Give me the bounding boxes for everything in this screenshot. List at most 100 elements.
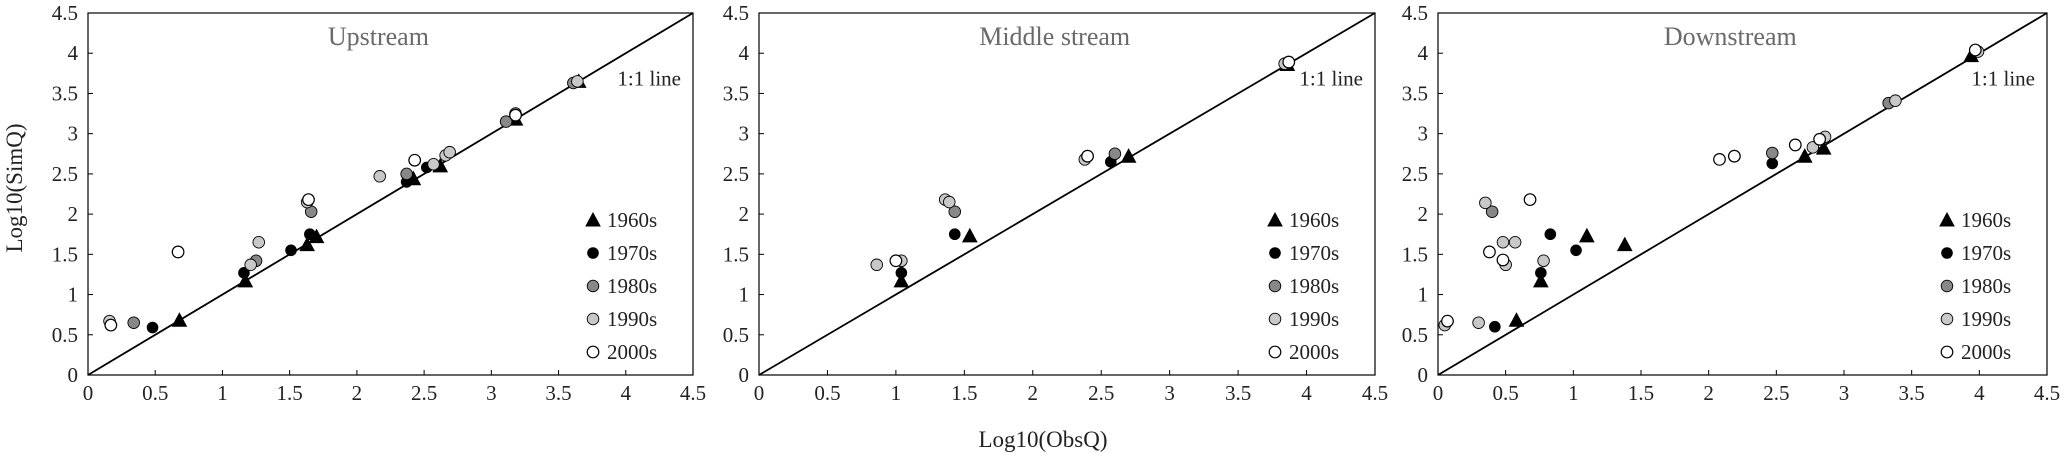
one-to-one-line [87, 12, 694, 376]
data-point-1960s [1120, 148, 1137, 163]
data-point-2000s [1483, 245, 1496, 259]
y-tick-label: 4.5 [52, 1, 78, 25]
x-tick-label: 0 [754, 381, 765, 405]
data-point-2000s [1968, 43, 1982, 57]
panel-3: 00 0.5 0.5 1 1 1.5 1.5 2 2 2.5 2.5 3 3 3.5 3.5 4 4 4.5 4.5… [1402, 1, 2060, 405]
y-tick-label: 4 [739, 41, 750, 65]
data-point-1990s [571, 75, 584, 88]
data-point-1960s [1796, 148, 1813, 163]
data-point-1990s [1479, 196, 1492, 210]
data-point-2000s [1081, 149, 1094, 163]
data-point-2000s [1713, 153, 1726, 166]
y-tick-label: 0 [1418, 363, 1429, 387]
y-tick-label: 4 [68, 41, 79, 65]
legend-label: 1990s [607, 307, 657, 331]
y-tick-label: 4.5 [723, 1, 749, 25]
y-tick-label: 0 [739, 363, 750, 387]
data-point-2000s [171, 245, 185, 259]
data-point-1970s [1489, 320, 1501, 333]
y-tick-label: 3 [1418, 122, 1429, 146]
x-tick-label: 2.5 [1763, 381, 1789, 405]
data-point-1960s [1815, 140, 1832, 155]
data-point-1980s [948, 205, 962, 218]
legend-label: 1960s [1289, 208, 1339, 232]
y-tick-label: 1.5 [52, 242, 78, 266]
data-point-1990s [1889, 94, 1902, 107]
y-tick-label: 4.5 [1402, 1, 1428, 25]
data-point-1960s [1508, 312, 1525, 327]
panel-title: Middle stream [979, 22, 1130, 51]
data-point-1990s [252, 236, 265, 249]
y-tick-label: 2.5 [52, 162, 78, 186]
legend-marker-1960s [1267, 211, 1283, 227]
y-tick-label: 1.5 [1402, 242, 1428, 266]
y-tick-label: 0.5 [1402, 323, 1428, 347]
data-point-1970s [1544, 228, 1557, 241]
y-tick-label: 3.5 [1402, 81, 1428, 105]
legend-label: 1960s [607, 208, 657, 232]
y-tick-label: 0 [68, 363, 79, 387]
y-tick-label: 4 [1418, 41, 1429, 65]
data-point-1990s [1472, 316, 1485, 329]
data-point-1960s [237, 272, 254, 288]
x-tick-label: 0 [83, 381, 94, 405]
x-tick-label: 2 [1028, 381, 1039, 405]
data-point-2000s [1813, 132, 1827, 146]
legend-marker-2000s [1268, 345, 1282, 359]
x-tick-label: 2 [1703, 381, 1714, 405]
y-tick-label: 3 [739, 122, 750, 146]
data-point-1960s [171, 312, 188, 327]
legend-label: 2000s [1961, 340, 2011, 364]
legend-label: 1980s [607, 274, 657, 298]
x-tick-label: 1.5 [277, 381, 303, 405]
data-point-1990s [1537, 254, 1550, 268]
data-point-2000s [104, 318, 118, 332]
x-tick-label: 4 [1301, 381, 1312, 405]
legend-marker-2000s [1940, 345, 1954, 359]
y-tick-label: 0.5 [723, 323, 749, 347]
data-point-1990s [1508, 236, 1522, 249]
legend-label: 1980s [1289, 274, 1339, 298]
legend-label: 1980s [1961, 274, 2011, 298]
x-tick-label: 0.5 [814, 381, 840, 405]
y-tick-label: 0.5 [52, 323, 78, 347]
x-tick-label: 1.5 [1628, 381, 1654, 405]
plot-frame [1437, 12, 2048, 376]
y-tick-label: 2.5 [1402, 162, 1428, 186]
one-to-one-line [758, 12, 1376, 376]
data-point-1990s [244, 258, 257, 272]
legend-marker-1990s [1268, 312, 1282, 326]
data-point-1970s [948, 228, 961, 241]
data-point-1960s [1533, 272, 1549, 288]
legend-label: 2000s [1289, 340, 1339, 364]
data-point-2000s [408, 153, 422, 167]
y-tick-label: 3.5 [723, 81, 749, 105]
data-point-1960s [299, 236, 315, 252]
x-tick-label: 3 [1839, 381, 1850, 405]
y-tick-label: 1 [68, 283, 79, 307]
x-tick-label: 4.5 [680, 381, 706, 405]
data-point-1960s [1579, 227, 1595, 243]
y-tick-label: 1 [1418, 283, 1429, 307]
y-tick-label: 1.5 [723, 242, 749, 266]
data-point-1970s [1766, 157, 1779, 170]
one-to-one-line-label: 1:1 line [617, 66, 681, 90]
x-tick-label: 0 [1433, 381, 1444, 405]
x-tick-label: 1.5 [951, 381, 977, 405]
legend-label: 1990s [1961, 307, 2011, 331]
data-point-2000s [302, 193, 315, 207]
panel-2: 00 0.5 0.5 1 1 1.5 1.5 2 2 2.5 2.5 3 3 3.5 3.5 4 4 4.5 4.5… [723, 1, 1388, 405]
y-tick-label: 3 [68, 122, 79, 146]
x-tick-label: 3.5 [1225, 381, 1251, 405]
y-tick-label: 2 [739, 202, 750, 226]
data-point-2000s [889, 254, 903, 268]
y-tick-label: 2.5 [723, 162, 749, 186]
legend-marker-1980s [586, 279, 600, 293]
one-to-one-line [1437, 12, 2048, 376]
data-point-1960s [893, 272, 910, 288]
data-point-2000s [1727, 149, 1741, 163]
legend-label: 1970s [1289, 241, 1339, 265]
data-point-1970s [285, 244, 297, 257]
y-tick-label: 2 [1418, 202, 1429, 226]
panel-title: Downstream [1664, 22, 1797, 51]
